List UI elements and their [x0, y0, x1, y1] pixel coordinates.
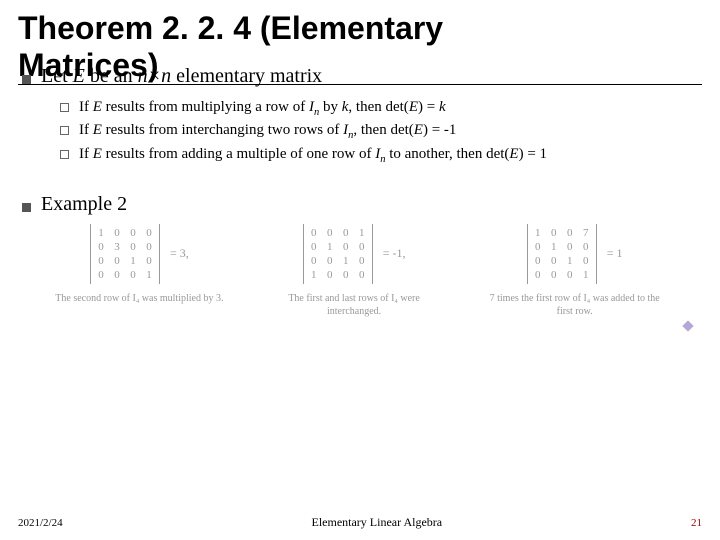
footer-date: 2021/2/24 [18, 517, 63, 529]
matrix-cell: 1 [125, 254, 141, 268]
determinant-rhs: = 1 [607, 246, 623, 261]
determinant: 1000030000100001 [90, 224, 160, 284]
matrix-cell: 0 [93, 254, 109, 268]
sub-bullet-list: If E results from multiplying a row of I… [60, 98, 702, 167]
matrix-cell: 0 [125, 268, 141, 282]
matrix-cell: 0 [338, 268, 354, 282]
footer-page: 21 [691, 517, 702, 529]
matrix-cell: 0 [125, 226, 141, 240]
determinant-expression: 1000030000100001= 3, [90, 224, 189, 284]
matrix-caption: The second row of I₄ was multiplied by 3… [55, 292, 223, 305]
slide: Theorem 2. 2. 4 (Elementary Matrices) Le… [0, 0, 720, 540]
hollow-square-icon [60, 150, 69, 159]
matrix-cell: 0 [546, 226, 562, 240]
matrix-cell: 0 [354, 240, 370, 254]
determinant-expression: 0001010000101000= -1, [303, 224, 406, 284]
matrix-cell: 1 [546, 240, 562, 254]
matrix-cell: 1 [322, 240, 338, 254]
matrix-cell: 0 [578, 254, 594, 268]
matrix-cell: 1 [578, 268, 594, 282]
matrix-caption: 7 times the first row of I₄ was added to… [485, 292, 665, 318]
square-bullet-icon [22, 203, 31, 212]
matrix-cell: 0 [141, 254, 157, 268]
sub-bullet-text: If E results from multiplying a row of I… [79, 98, 446, 120]
determinant-expression: 1007010000100001= 1 [527, 224, 623, 284]
matrix-cell: 1 [306, 268, 322, 282]
matrix-caption: The first and last rows of I₄ were inter… [264, 292, 444, 318]
matrix-cell: 0 [354, 254, 370, 268]
sub-bullet: If E results from interchanging two rows… [60, 121, 702, 143]
matrix-cell: 0 [578, 240, 594, 254]
matrix-cell: 0 [354, 268, 370, 282]
diamond-icon [682, 320, 693, 331]
matrix-cell: 0 [306, 240, 322, 254]
example-label: Example 2 [41, 193, 127, 216]
matrix-cell: 0 [125, 240, 141, 254]
sub-bullet: If E results from multiplying a row of I… [60, 98, 702, 120]
matrix-cell: 0 [322, 226, 338, 240]
matrix-block: 1007010000100001= 17 times the first row… [485, 224, 665, 318]
hollow-square-icon [60, 126, 69, 135]
matrix-cell: 0 [338, 240, 354, 254]
matrix-cell: 0 [141, 226, 157, 240]
footer-center: Elementary Linear Algebra [312, 515, 443, 530]
matrix-cell: 7 [578, 226, 594, 240]
matrix-block: 0001010000101000= -1,The first and last … [264, 224, 444, 318]
matrix-cell: 0 [562, 226, 578, 240]
matrix-cell: 0 [546, 268, 562, 282]
square-bullet-icon [22, 75, 31, 84]
main-bullet-text: Let E be an n×n elementary matrix [41, 65, 322, 88]
matrix-cell: 0 [109, 268, 125, 282]
matrix-cell: 0 [530, 240, 546, 254]
main-bullet: Let E be an n×n elementary matrix [22, 65, 702, 88]
matrix-cell: 0 [306, 254, 322, 268]
matrix-grid: 1007010000100001 [528, 224, 596, 284]
hollow-square-icon [60, 103, 69, 112]
sub-bullet-text: If E results from adding a multiple of o… [79, 145, 547, 167]
matrices-row: 1000030000100001= 3,The second row of I₄… [38, 224, 682, 318]
matrix-cell: 0 [141, 240, 157, 254]
matrix-cell: 0 [306, 226, 322, 240]
matrix-cell: 0 [562, 240, 578, 254]
matrix-cell: 0 [338, 226, 354, 240]
matrix-cell: 1 [530, 226, 546, 240]
matrix-cell: 1 [562, 254, 578, 268]
determinant: 0001010000101000 [303, 224, 373, 284]
matrix-cell: 3 [109, 240, 125, 254]
matrix-cell: 0 [530, 268, 546, 282]
matrix-cell: 0 [322, 268, 338, 282]
determinant-rhs: = -1, [383, 246, 406, 261]
matrix-cell: 0 [93, 240, 109, 254]
matrix-grid: 0001010000101000 [304, 224, 372, 284]
matrix-cell: 0 [562, 268, 578, 282]
title-line1: Theorem 2. 2. 4 (Elementary [18, 10, 443, 46]
matrix-cell: 0 [109, 226, 125, 240]
determinant-rhs: = 3, [170, 246, 189, 261]
matrix-cell: 1 [141, 268, 157, 282]
determinant: 1007010000100001 [527, 224, 597, 284]
matrix-grid: 1000030000100001 [91, 224, 159, 284]
matrix-block: 1000030000100001= 3,The second row of I₄… [55, 224, 223, 318]
matrix-cell: 0 [530, 254, 546, 268]
matrix-cell: 0 [109, 254, 125, 268]
matrix-cell: 0 [93, 268, 109, 282]
example-bullet: Example 2 [22, 193, 702, 216]
sub-bullet-text: If E results from interchanging two rows… [79, 121, 456, 143]
footer: 2021/2/24 Elementary Linear Algebra 21 [18, 515, 702, 530]
matrix-cell: 1 [354, 226, 370, 240]
matrix-cell: 0 [322, 254, 338, 268]
matrix-cell: 1 [338, 254, 354, 268]
matrix-cell: 0 [546, 254, 562, 268]
sub-bullet: If E results from adding a multiple of o… [60, 145, 702, 167]
matrix-cell: 1 [93, 226, 109, 240]
